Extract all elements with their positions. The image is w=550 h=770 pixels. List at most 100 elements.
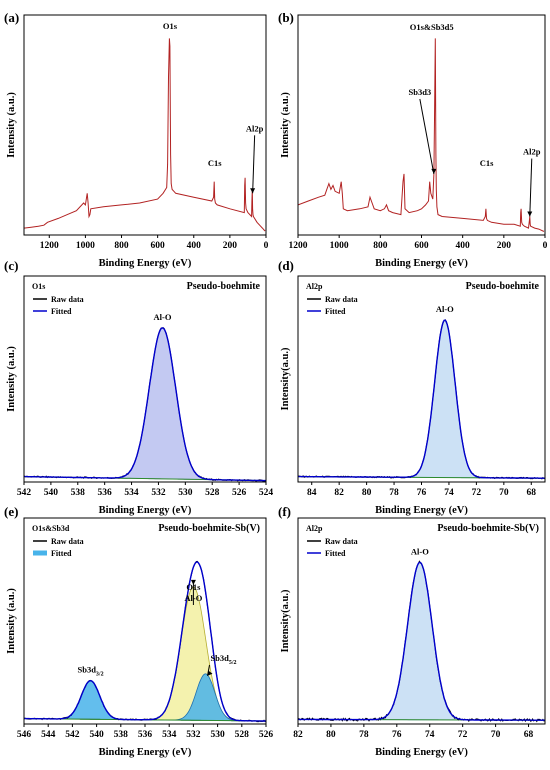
peak-label: Al-O [436, 304, 454, 314]
x-tick-label: 76 [417, 488, 427, 498]
peak-annotation: Sb3d3 [409, 87, 432, 97]
element-label: O1s [32, 282, 45, 291]
x-tick-label: 526 [259, 730, 274, 740]
raw-data-line [24, 560, 266, 723]
peak-label: Al-O [154, 312, 172, 322]
x-tick-label: 74 [425, 730, 435, 740]
fitted-envelope-line [24, 561, 266, 722]
panel-title: Pseudo-boehmite [466, 281, 540, 292]
panel-title: Pseudo-boehmite-Sb(V) [437, 523, 539, 534]
arrow-head [431, 168, 437, 174]
peak-annotation: O1s&Sb3d5 [410, 22, 454, 32]
plot-area [298, 38, 545, 232]
peak-annotation: Al2p [246, 123, 264, 133]
x-tick-label: 80 [326, 730, 336, 740]
x-tick-label: 400 [456, 241, 471, 251]
x-tick-label: 530 [210, 730, 225, 740]
element-label: Al2p [306, 524, 323, 533]
y-axis-label: Intensity(a.u.) [280, 589, 291, 653]
peak-label: Sb3d5/2 [210, 653, 236, 666]
x-tick-label: 200 [497, 241, 512, 251]
x-tick-label: 1200 [40, 241, 59, 251]
x-tick-label: 536 [98, 488, 113, 498]
x-tick-label: 542 [65, 730, 80, 740]
panel-title: Pseudo-boehmite-Sb(V) [158, 523, 260, 534]
plot-area [24, 560, 266, 723]
panel-d: (d) 84 82 80 78 76 74 72 70 68 Binding Energy (eV)… [278, 258, 546, 516]
x-tick-label: 800 [373, 241, 388, 251]
x-tick-label: 0 [264, 241, 269, 251]
x-tick-label: 536 [138, 730, 153, 740]
plot-area [298, 318, 545, 480]
panel-c: (c) 542 540 538 536 534 532 530 528 526 524 Binding… [4, 258, 273, 516]
x-tick-label: 524 [259, 488, 274, 498]
x-tick-label: 82 [293, 730, 303, 740]
arrow-head [527, 211, 533, 217]
x-tick-label: 78 [389, 488, 399, 498]
x-tick-label: 532 [151, 488, 166, 498]
x-tick-label: 0 [543, 241, 548, 251]
panel-b: (b) 1200 1000 800 600 400 200 0 Binding Energy (… [278, 10, 548, 269]
panel-label: (f) [278, 504, 291, 519]
x-tick-label: 544 [41, 730, 56, 740]
x-tick-label: 80 [362, 488, 372, 498]
plot-area [24, 38, 266, 232]
annotation-arrow [529, 158, 533, 217]
x-tick-label: 70 [491, 730, 501, 740]
panel-label: (c) [4, 258, 18, 273]
raw-data-line [298, 318, 545, 480]
peak-annotation: C1s [480, 158, 494, 168]
fitted-peak-area [24, 673, 266, 722]
plot-frame [23, 517, 267, 725]
x-axis-label: Binding Energy (eV) [99, 258, 192, 269]
legend-label-raw: Raw data [51, 537, 84, 546]
x-tick-label: 82 [334, 488, 344, 498]
x-tick-label: 1000 [76, 241, 95, 251]
annotation-arrow [207, 664, 210, 676]
fitted-envelope-line [298, 319, 545, 479]
x-axis-label: Binding Energy (eV) [375, 258, 468, 269]
survey-spectrum-line [298, 38, 545, 232]
y-axis-label: Intensity (a.u.) [6, 588, 17, 654]
plot-frame [297, 517, 546, 725]
x-tick-label: 532 [186, 730, 201, 740]
peak-label-subscript: 3/2 [96, 672, 104, 678]
peak-label-subscript: 5/2 [229, 660, 237, 666]
legend-label-fitted: Fitted [51, 549, 72, 558]
legend-label-fitted: Fitted [51, 307, 72, 316]
legend-label-raw: Raw data [325, 537, 358, 546]
x-tick-label: 72 [472, 488, 482, 498]
plot-frame [23, 14, 267, 236]
x-axis-label: Binding Energy (eV) [99, 505, 192, 516]
panel-title: Pseudo-boehmite [187, 281, 261, 292]
legend-label-raw: Raw data [325, 295, 358, 304]
x-tick-label: 538 [71, 488, 86, 498]
x-tick-label: 800 [114, 241, 129, 251]
panel-a: (a) 1200 1000 800 600 400 200 0 Binding Energy (… [4, 10, 269, 269]
fitted-peak-area [24, 586, 266, 722]
panel-e: (e) 546 544 542 540 538 536 534 532 530 528 526 Bind… [4, 504, 273, 758]
x-tick-label: 72 [458, 730, 468, 740]
y-axis-label: Intensity(a.u.) [280, 347, 291, 411]
element-label: O1s&Sb3d [32, 524, 70, 533]
x-tick-label: 1200 [289, 241, 308, 251]
peak-annotation: O1s [163, 21, 178, 31]
x-tick-label: 530 [178, 488, 193, 498]
arrow-head [207, 670, 213, 676]
x-tick-label: 68 [527, 488, 537, 498]
x-tick-label: 78 [359, 730, 369, 740]
x-axis-label: Binding Energy (eV) [375, 505, 468, 516]
fitted-envelope-line [24, 327, 266, 482]
x-tick-label: 534 [124, 488, 139, 498]
panel-label: (a) [4, 10, 19, 25]
x-axis-label: Binding Energy (eV) [99, 747, 192, 758]
element-label: Al2p [306, 282, 323, 291]
panel-label: (e) [4, 504, 18, 519]
peak-label: Al-O [411, 546, 429, 556]
y-axis-label: Intensity (a.u.) [6, 92, 17, 158]
x-tick-label: 526 [232, 488, 247, 498]
x-tick-label: 540 [89, 730, 104, 740]
x-tick-label: 528 [205, 488, 220, 498]
x-tick-label: 542 [17, 488, 32, 498]
fitted-peak-area [298, 319, 545, 479]
